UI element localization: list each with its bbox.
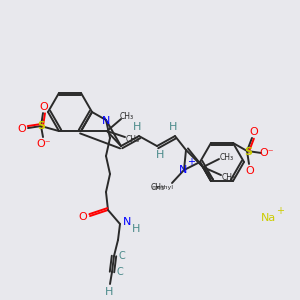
Text: CH₃: CH₃: [126, 135, 140, 144]
Text: Na: Na: [260, 213, 276, 223]
Text: O: O: [40, 102, 48, 112]
Text: O: O: [18, 124, 26, 134]
Text: O⁻: O⁻: [37, 139, 51, 149]
Text: S: S: [244, 147, 252, 157]
Text: H: H: [133, 122, 141, 132]
Text: CH₃: CH₃: [120, 112, 134, 121]
Text: H: H: [156, 150, 164, 160]
Text: S: S: [37, 121, 45, 131]
Text: CH₃: CH₃: [222, 172, 236, 182]
Text: N: N: [179, 165, 187, 175]
Text: CH₃: CH₃: [151, 184, 165, 193]
Text: N: N: [102, 116, 110, 126]
Text: +: +: [276, 206, 284, 216]
Text: H: H: [105, 287, 113, 297]
Text: O: O: [250, 127, 258, 137]
Text: N: N: [123, 217, 131, 227]
Text: H: H: [169, 122, 177, 132]
Text: CH₃: CH₃: [220, 153, 234, 162]
Text: C: C: [118, 251, 125, 261]
Text: O⁻: O⁻: [260, 148, 274, 158]
Text: methyl: methyl: [151, 184, 173, 190]
Text: +: +: [187, 157, 195, 167]
Text: O: O: [79, 212, 87, 222]
Text: O: O: [246, 166, 254, 176]
Text: C: C: [117, 267, 123, 277]
Text: H: H: [132, 224, 140, 234]
